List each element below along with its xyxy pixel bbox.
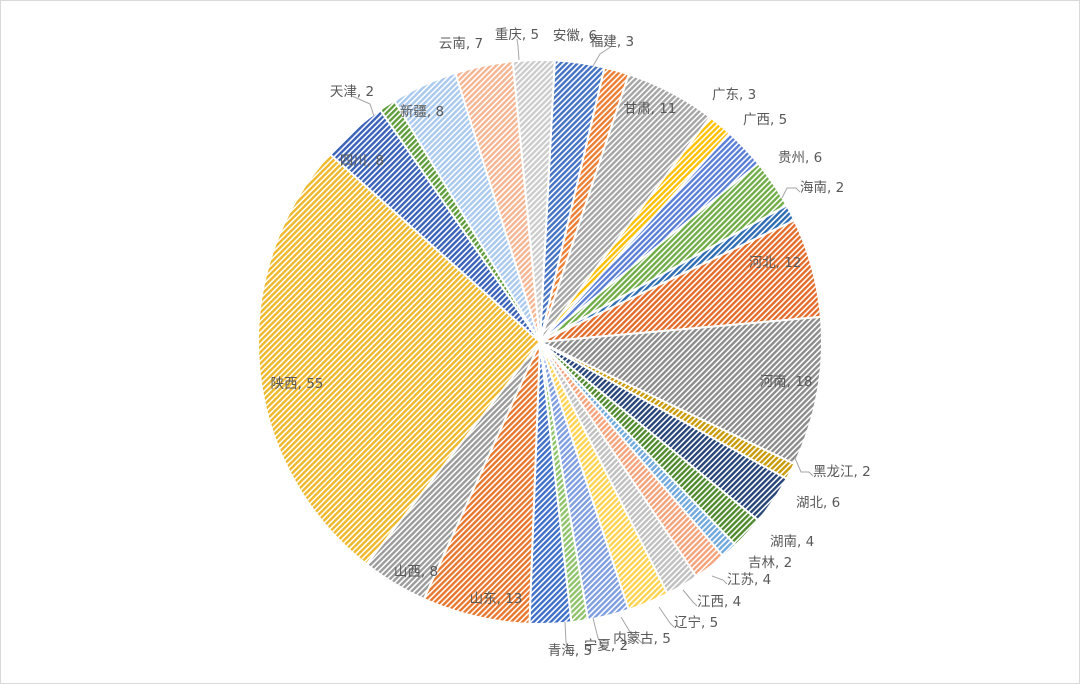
slice-陕西 [257,152,542,566]
leader-line-天津 [351,95,375,117]
data-label-海南: 海南, 2 [800,180,844,196]
data-label-河北: 河北, 12 [749,255,802,271]
data-label-新疆: 新疆, 8 [400,104,444,120]
data-label-青海: 青海, 5 [548,643,592,659]
leader-line-海南 [781,187,801,199]
leader-line-江苏 [711,575,728,585]
data-label-广西: 广西, 5 [743,112,787,128]
data-label-陕西: 陕西, 55 [271,376,324,392]
data-label-天津: 天津, 2 [330,84,374,100]
data-label-河南: 河南, 18 [760,374,813,390]
leader-line-宁夏 [592,617,607,651]
data-label-山西: 山西, 8 [394,564,438,580]
leader-line-黑龙江 [794,457,814,477]
leader-line-重庆 [516,38,520,61]
data-label-湖南: 湖南, 4 [770,534,814,550]
data-label-内蒙古: 内蒙古, 5 [613,631,671,647]
data-label-安徽: 安徽, 6 [553,28,597,44]
data-label-江苏: 江苏, 4 [727,572,771,588]
leader-line-辽宁 [658,606,675,628]
data-label-湖北: 湖北, 6 [796,495,840,511]
data-label-黑龙江: 黑龙江, 2 [813,464,871,480]
data-label-辽宁: 辽宁, 5 [674,614,718,631]
data-label-重庆: 重庆, 5 [495,27,539,43]
data-label-四川: 四川, 8 [340,153,384,169]
leader-line-福建 [592,45,613,67]
slice-河南 [536,315,823,466]
leader-lines [351,38,814,656]
pie-slices [257,59,823,625]
slice-重庆 [511,59,556,343]
data-label-山东: 山东, 13 [470,591,523,607]
data-label-广东: 广东, 3 [712,87,756,103]
data-label-福建: 福建, 3 [590,34,634,50]
data-label-吉林: 吉林, 2 [748,555,792,571]
data-label-甘肃: 甘肃, 11 [624,101,677,117]
leader-line-青海 [564,621,571,656]
data-label-贵州: 贵州, 6 [778,150,822,166]
data-labels: 安徽, 6福建, 3 甘肃, 11 广东, 3 广西, 5 贵州, 6 海南, 2 河北, … [271,27,871,659]
leader-line-内蒙古 [620,616,643,644]
leader-line-江西 [682,589,698,607]
data-label-云南: 云南, 7 [439,36,483,52]
data-label-江西: 江西, 4 [697,594,741,610]
data-label-宁夏: 宁夏, 2 [584,637,628,654]
